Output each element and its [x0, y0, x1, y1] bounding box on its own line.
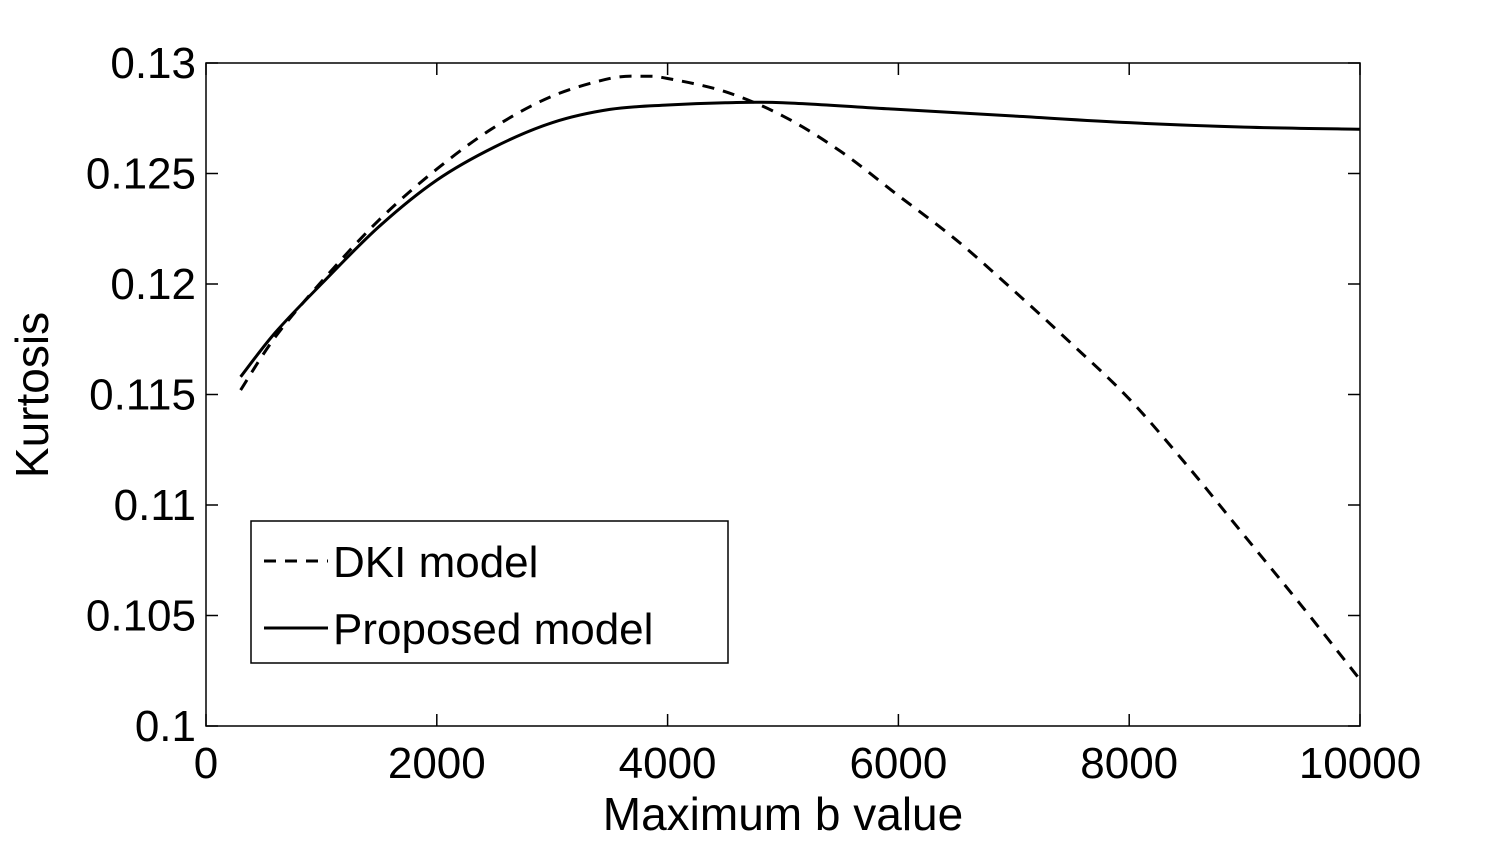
x-tick-label: 10000: [1299, 739, 1421, 788]
y-axis-label: Kurtosis: [6, 312, 58, 478]
y-tick-label: 0.125: [86, 150, 196, 199]
series-line-proposed-model: [239, 100, 1361, 378]
x-tick-label: 2000: [388, 739, 486, 788]
y-tick-label: 0.11: [114, 481, 196, 530]
x-tick-label: 4000: [619, 739, 717, 788]
series-line-dki-model: [239, 74, 1362, 681]
y-tick-label: 0.12: [110, 260, 196, 309]
x-tick-label: 6000: [849, 739, 947, 788]
y-tick-label: 0.13: [110, 39, 196, 88]
y-tick-label: 0.115: [89, 371, 196, 420]
legend-label-dki: DKI model: [333, 538, 538, 587]
legend-label-proposed: Proposed model: [333, 605, 653, 654]
y-tick-label: 0.1: [135, 702, 196, 751]
x-axis-label: Maximum b value: [603, 788, 963, 840]
legend-box: [250, 520, 729, 664]
x-tick-label: 8000: [1080, 739, 1178, 788]
y-tick-label: 0.105: [86, 592, 196, 641]
legend: DKI model Proposed model: [250, 520, 729, 664]
plot-frame: [205, 62, 1361, 727]
x-tick-label: 0: [194, 739, 218, 788]
